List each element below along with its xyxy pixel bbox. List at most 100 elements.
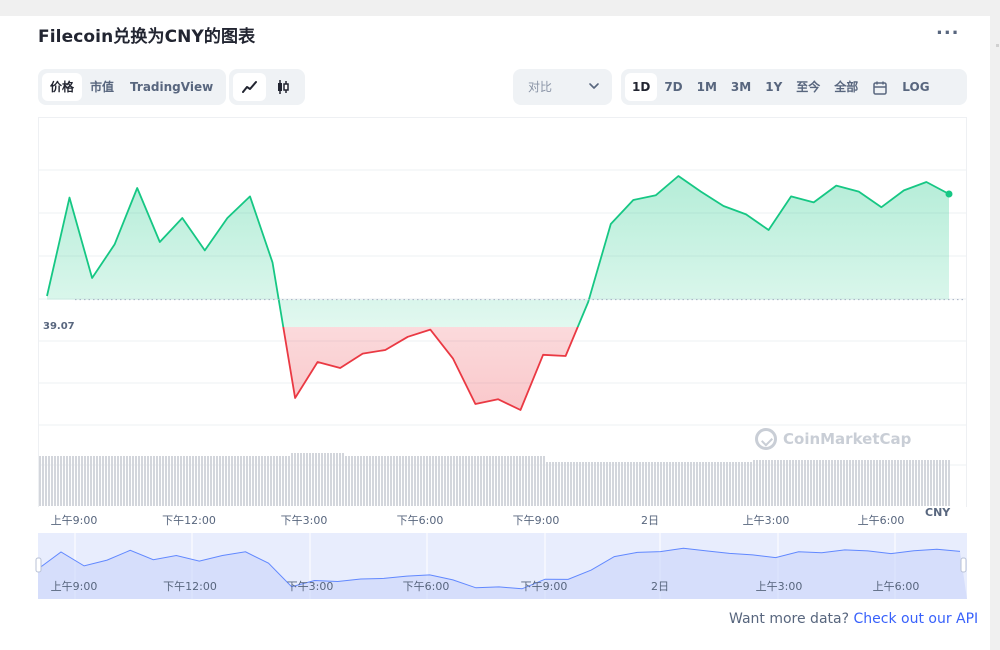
- volume-bar: [945, 460, 947, 506]
- volume-bar: [870, 460, 872, 506]
- volume-bar: [798, 460, 800, 506]
- range-7d[interactable]: 7D: [664, 80, 683, 94]
- volume-bar: [117, 456, 119, 506]
- volume-bar: [387, 456, 389, 506]
- volume-bar: [897, 460, 899, 506]
- volume-bar: [567, 462, 569, 506]
- volume-bar: [564, 462, 566, 506]
- currency-axis-label: CNY: [925, 506, 951, 519]
- volume-bar: [603, 462, 605, 506]
- calendar-button[interactable]: [865, 73, 895, 101]
- volume-bar: [813, 460, 815, 506]
- volume-bar: [837, 460, 839, 506]
- volume-bar: [273, 456, 275, 506]
- volume-bar: [762, 460, 764, 506]
- candlestick-button[interactable]: [266, 73, 299, 101]
- volume-bar: [726, 462, 728, 506]
- volume-bar: [78, 456, 80, 506]
- volume-bar: [336, 453, 338, 506]
- range-3m[interactable]: 3M: [730, 80, 752, 94]
- x-tick-label: 下午9:00: [513, 514, 560, 527]
- volume-bar: [672, 462, 674, 506]
- navigator-tick-label: 下午6:00: [403, 580, 450, 593]
- volume-bar: [279, 456, 281, 506]
- volume-bar: [723, 462, 725, 506]
- volume-bar: [99, 456, 101, 506]
- volume-bar: [501, 456, 503, 506]
- volume-bar: [456, 456, 458, 506]
- volume-bar: [327, 453, 329, 506]
- volume-bar: [831, 460, 833, 506]
- navigator-tick-label: 下午3:00: [287, 580, 334, 593]
- api-link[interactable]: Check out our API: [853, 611, 979, 627]
- volume-bar: [189, 456, 191, 506]
- volume-bar: [660, 462, 662, 506]
- view-tab-group: 价格 市值 TradingView: [38, 69, 226, 105]
- volume-bar: [528, 456, 530, 506]
- log-scale-button[interactable]: LOG: [902, 80, 930, 94]
- volume-bar: [126, 456, 128, 506]
- volume-bar: [714, 462, 716, 506]
- volume-bar: [627, 462, 629, 506]
- volume-bar: [504, 456, 506, 506]
- volume-bar: [918, 460, 920, 506]
- line-chart-icon: [241, 81, 257, 93]
- volume-bar: [426, 456, 428, 506]
- volume-bar: [678, 462, 680, 506]
- volume-bar: [552, 462, 554, 506]
- range-1m[interactable]: 1M: [696, 80, 717, 94]
- range-1d[interactable]: 1D: [625, 73, 658, 101]
- volume-bar: [150, 456, 152, 506]
- volume-bar: [135, 456, 137, 506]
- volume-bar: [402, 456, 404, 506]
- page-edge-marker: [996, 44, 999, 47]
- volume-bar: [324, 453, 326, 506]
- volume-bar: [177, 456, 179, 506]
- range-1y[interactable]: 1Y: [765, 80, 783, 94]
- volume-bar: [543, 456, 545, 506]
- volume-bar: [294, 453, 296, 506]
- volume-bar: [372, 456, 374, 506]
- chart-type-group: [229, 69, 305, 105]
- navigator-tick-label: 下午12:00: [163, 580, 217, 593]
- volume-bar: [360, 456, 362, 506]
- volume-bar: [858, 460, 860, 506]
- tab-market-cap[interactable]: 市值: [90, 80, 115, 94]
- volume-bar: [267, 456, 269, 506]
- range-all[interactable]: 全部: [834, 80, 859, 94]
- volume-bar: [291, 453, 293, 506]
- volume-bar: [912, 460, 914, 506]
- volume-bar: [516, 456, 518, 506]
- volume-bar: [120, 456, 122, 506]
- volume-bar: [525, 456, 527, 506]
- volume-bar: [216, 456, 218, 506]
- volume-bar: [921, 460, 923, 506]
- volume-bar: [546, 462, 548, 506]
- volume-bar: [333, 453, 335, 506]
- volume-bar: [243, 456, 245, 506]
- line-chart-button[interactable]: [233, 73, 266, 101]
- chevron-down-icon: [588, 69, 600, 120]
- volume-bar: [90, 456, 92, 506]
- tab-price[interactable]: 价格: [42, 73, 83, 101]
- volume-bar: [657, 462, 659, 506]
- tab-tradingview[interactable]: TradingView: [130, 80, 214, 94]
- volume-bar: [288, 456, 290, 506]
- volume-bar: [396, 456, 398, 506]
- volume-bar: [774, 460, 776, 506]
- volume-bar: [438, 456, 440, 506]
- volume-bar: [306, 453, 308, 506]
- volume-bar: [381, 456, 383, 506]
- volume-bar: [357, 456, 359, 506]
- more-options-button[interactable]: ...: [936, 18, 960, 39]
- volume-bar: [801, 460, 803, 506]
- range-ytd[interactable]: 至今: [796, 80, 821, 94]
- volume-bar: [411, 456, 413, 506]
- compare-dropdown[interactable]: 对比: [513, 69, 612, 105]
- volume-bar: [393, 456, 395, 506]
- price-line-up: [46, 175, 950, 327]
- volume-bar: [570, 462, 572, 506]
- volume-bar: [270, 456, 272, 506]
- volume-bar: [231, 456, 233, 506]
